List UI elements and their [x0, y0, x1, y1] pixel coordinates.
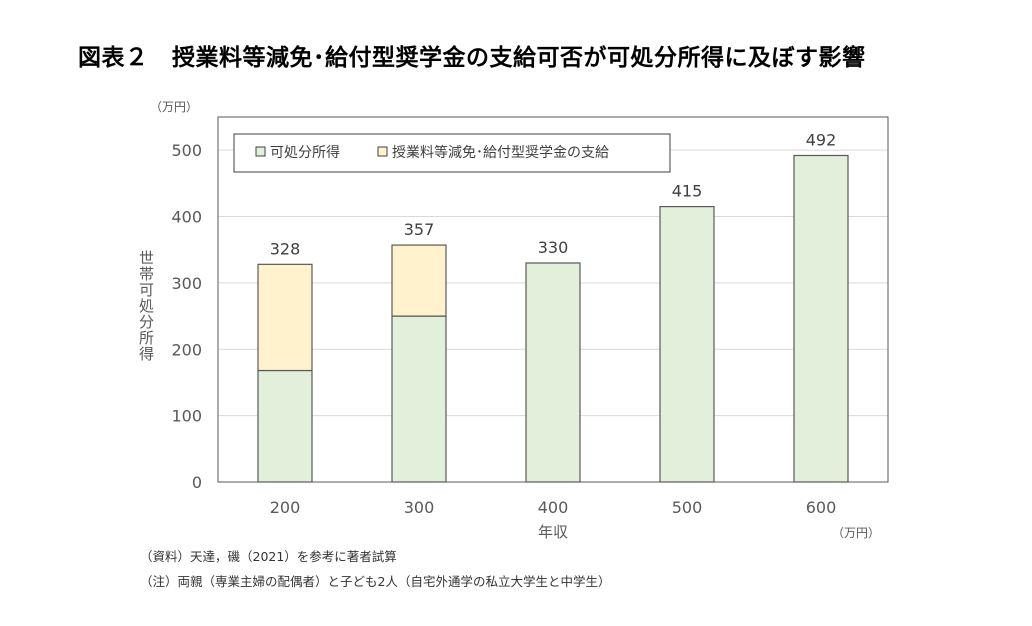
- bar-segment: [391, 244, 447, 317]
- bar-segment: [525, 262, 581, 483]
- x-tick-label: 600: [806, 498, 837, 517]
- chart-title: 図表２ 授業料等減免･給付型奨学金の支給可否が可処分所得に及ぼす影響: [78, 45, 866, 71]
- bar-segment: [257, 263, 313, 372]
- legend-swatch: [377, 146, 388, 157]
- x-axis-label: 年収: [538, 523, 568, 541]
- bar-segment: [793, 154, 849, 483]
- data-label: 415: [672, 182, 703, 201]
- data-label: 492: [806, 130, 837, 149]
- bar-segment: [659, 205, 715, 483]
- legend-label: 授業料等減免･給付型奨学金の支給: [392, 144, 609, 161]
- bar-segment: [391, 315, 447, 483]
- x-axis-unit: （万円）: [832, 526, 880, 540]
- y-tick-label: 500: [171, 141, 202, 160]
- legend: [233, 133, 671, 173]
- source-note: （資料）天達，磯（2021）を参考に著者試算: [140, 549, 397, 564]
- y-axis-unit: （万円）: [150, 100, 198, 114]
- footnote: （注）両親（専業主婦の配偶者）と子ども2人（自宅外通学の私立大学生と中学生）: [140, 574, 611, 589]
- y-tick-label: 300: [171, 274, 202, 293]
- x-tick-label: 300: [404, 498, 435, 517]
- y-tick-label: 400: [171, 208, 202, 227]
- data-label: 328: [270, 239, 301, 258]
- legend-label: 可処分所得: [270, 144, 340, 161]
- data-label: 357: [404, 220, 435, 239]
- y-axis-label: 世帯可処分所得: [137, 250, 155, 362]
- y-tick-label: 100: [171, 407, 202, 426]
- bar-segment: [257, 369, 313, 483]
- y-tick-label: 200: [171, 340, 202, 359]
- legend-swatch: [255, 146, 266, 157]
- x-tick-label: 200: [270, 498, 301, 517]
- y-tick-label: 0: [192, 473, 202, 492]
- x-tick-label: 400: [538, 498, 569, 517]
- data-label: 330: [538, 238, 569, 257]
- x-tick-label: 500: [672, 498, 703, 517]
